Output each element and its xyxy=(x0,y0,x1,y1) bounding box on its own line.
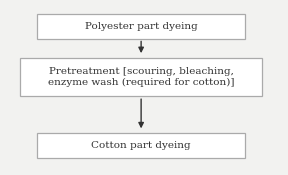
FancyBboxPatch shape xyxy=(20,58,262,96)
Text: Cotton part dyeing: Cotton part dyeing xyxy=(91,141,191,150)
Text: Polyester part dyeing: Polyester part dyeing xyxy=(85,22,198,31)
FancyBboxPatch shape xyxy=(37,133,245,158)
Text: Pretreatment [scouring, bleaching,
enzyme wash (required for cotton)]: Pretreatment [scouring, bleaching, enzym… xyxy=(48,66,234,88)
FancyBboxPatch shape xyxy=(37,14,245,38)
